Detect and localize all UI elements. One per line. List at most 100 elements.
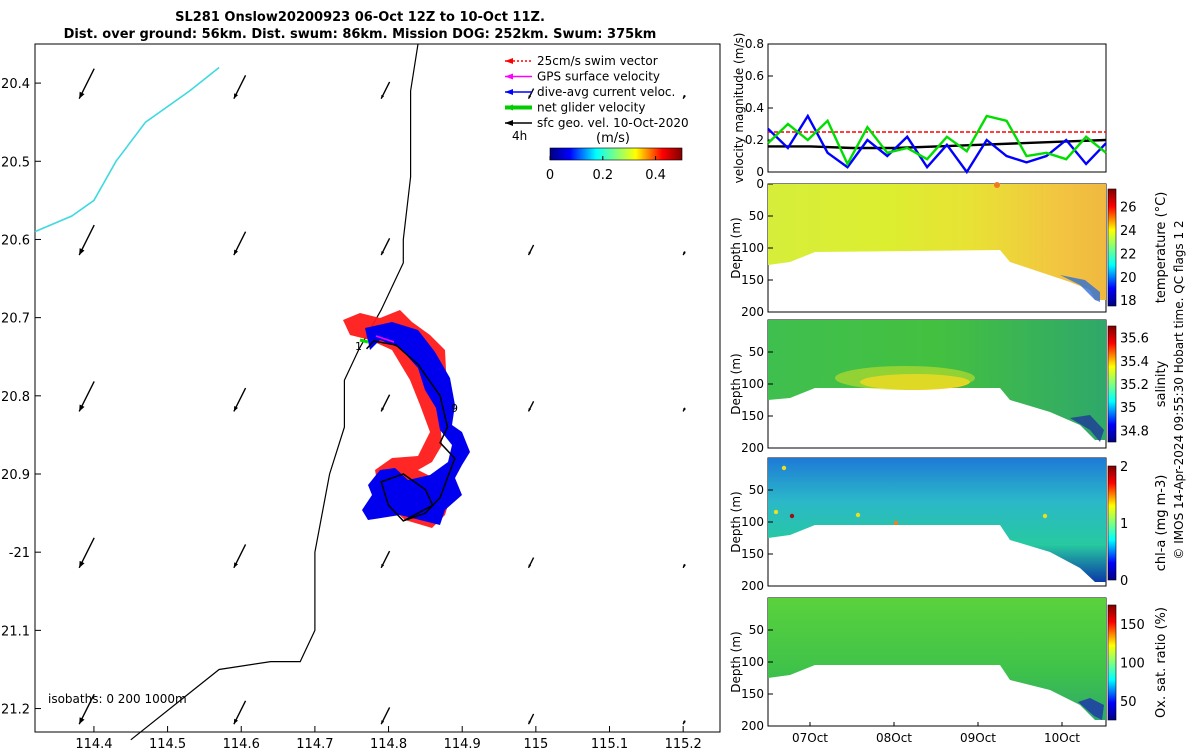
profile-colorbar [1107,465,1117,581]
profile-colorbar-tick-label: 34.8 [1120,424,1149,439]
track-label-start: 1 [355,340,362,353]
salinity-panel [767,319,1107,449]
glider-track [365,340,456,522]
depth-tick-label: 150 [741,409,764,423]
geo-vector-head [79,717,85,725]
profile-colorbar-tick-label: 2 [1120,460,1128,475]
legend-label: GPS surface velocity [537,70,660,84]
profile-colorbar-tick-label: 100 [1120,657,1145,672]
speed-colorbar-ticks: 0 0.2 0.4 [546,156,666,183]
velocity-y-label: velocity magnitude (m/s) [732,33,746,184]
chla-field [768,458,1106,582]
depth-axis-label: Depth (m) [729,217,743,278]
chla-point [781,465,787,471]
map-y-tick-label: 20.9 [1,468,30,483]
velocity-y-tick-label: 0.2 [745,133,764,147]
geo-vector-head [233,562,239,568]
geo-vector-head [528,251,532,256]
velocity-y-tick-label: 0.6 [745,69,764,83]
geo-vector-head [683,251,686,256]
geo-vector-head [79,404,85,412]
oxygen-field [768,598,1106,720]
profile-colorbar [1107,604,1117,721]
depth-tick-label: 100 [741,515,764,529]
temperature-field [768,184,1106,300]
geo-vector-head [79,560,85,568]
coastline [34,66,220,233]
chla-point [1042,513,1048,519]
legend-arrowhead [505,73,513,80]
chla-point [789,513,795,519]
geo-vector-head [683,720,686,725]
depth-axis-label: Depth (m) [729,631,743,692]
map-x-tick-label: 114.8 [370,737,407,750]
glider-track-area: 1 9 [343,310,470,528]
map-y-ticks: 20.4 20.5 20.6 20.7 20.8 20.9 -21 21.1 21.2 [1,77,41,718]
map-x-tick-label: 114.9 [444,737,481,750]
chla-point [893,520,899,526]
profile-colorbar-tick-label: 35.6 [1120,332,1149,347]
track-label-end: 9 [451,402,458,415]
map-panel: 1 9 114.4 114.5 114.6 114.7 114.8 114.9 115 115… [1,43,721,750]
map-y-tick-label: 20.4 [1,77,30,92]
figure-title-line2: Dist. over ground: 56km. Dist. swum: 86k… [63,27,657,42]
map-y-tick-label: 20.8 [1,390,30,405]
depth-tick-label: 200 [741,441,764,455]
oxygen-panel [767,597,1107,727]
legend-label: sfc geo. vel. 10-Oct-2020 [537,116,689,130]
depth-tick-label: 50 [749,345,764,359]
temperature-deep-edge [1060,275,1100,302]
map-legend: 25cm/s swim vector GPS surface velocitydi… [505,54,689,130]
map-x-tick-label: 115 [523,737,548,750]
map-y-tick-label: 21.1 [1,624,30,639]
colorbar-tick-label: 0.2 [592,168,613,183]
date-tick-label: 08Oct [876,731,912,745]
temperature-panel [767,182,1107,313]
colorbar-unit-label: (m/s) [596,131,630,146]
depth-tick-label: 50 [749,209,764,223]
map-y-tick-label: 21.2 [1,703,30,718]
map-x-tick-label: 114.6 [223,737,260,750]
gps-velocity-arrow [375,335,395,343]
depth-tick-label: 150 [741,547,764,561]
speed-colorbar [549,147,683,161]
velocity-y-tick-label: 0 [756,165,764,179]
depth-tick-label: 200 [741,719,764,733]
profile-colorbar-label: Ox. sat. ratio (%) [1154,607,1169,718]
legend-label: net glider velocity [537,101,645,115]
profile-colorbar-tick-label: 0 [1120,574,1128,589]
arrow-scale-label: 4h [512,129,527,143]
profile-colorbar-tick-label: 35.2 [1120,378,1149,393]
map-y-tick-label: 20.7 [1,312,30,327]
date-tick-label: 09Oct [960,731,996,745]
velocity-series-line [767,114,1107,167]
profile-colorbar-tick-label: 35 [1120,401,1137,416]
depth-tick-label: 150 [741,687,764,701]
velocity-y-tick-label: 0.4 [745,101,764,115]
geo-vector-head [528,720,532,725]
geo-vector-head [683,407,686,412]
figure-title-line1: SL281 Onslow20200923 06-Oct 12Z to 10-Oc… [175,10,545,25]
map-y-tick-label: 20.5 [1,155,30,170]
legend-arrowhead [505,58,513,64]
legend-label: 25cm/s swim vector [537,54,658,68]
velocity-y-ticks: 0 0.2 0.4 0.6 0.8 [745,37,773,179]
isobath-200m [130,43,419,741]
geo-vector-head [233,93,239,99]
profile-colorbar-tick-label: 20 [1120,271,1137,286]
current-vectors-cluster [362,322,470,525]
salinity-high-rim [835,366,975,390]
isobath-legend: isobaths: 0 200 1000m [48,692,187,706]
geo-vector-head [233,406,239,412]
velocity-panel: 0 0.2 0.4 0.6 0.8 velocity magnitude (m/s) [732,33,1107,184]
geo-vector-head [79,248,85,256]
map-x-tick-label: 114.4 [75,737,112,750]
geo-vector-head [381,251,385,256]
geo-vector-head [683,564,686,568]
profile-colorbar-tick-label: 24 [1120,224,1137,239]
map-y-tick-label: -21 [9,546,30,561]
profile-colorbar-tick-label: 1 [1120,517,1128,532]
depth-axis-label: Depth (m) [729,353,743,414]
